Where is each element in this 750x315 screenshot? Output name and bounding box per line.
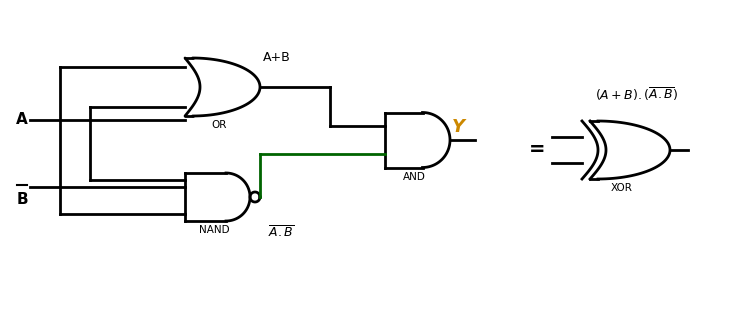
Text: AND: AND bbox=[403, 171, 426, 181]
Text: NAND: NAND bbox=[199, 225, 230, 235]
Text: =: = bbox=[529, 140, 545, 159]
Text: A: A bbox=[16, 112, 28, 128]
Text: Y: Y bbox=[452, 118, 465, 136]
Text: $(A+B).(\overline{A.B})$: $(A+B).(\overline{A.B})$ bbox=[595, 86, 678, 103]
Text: OR: OR bbox=[211, 120, 226, 130]
Text: XOR: XOR bbox=[611, 183, 633, 193]
Text: $\overline{A.B}$: $\overline{A.B}$ bbox=[268, 225, 294, 240]
Text: A+B: A+B bbox=[263, 51, 291, 64]
Text: B: B bbox=[16, 192, 28, 207]
